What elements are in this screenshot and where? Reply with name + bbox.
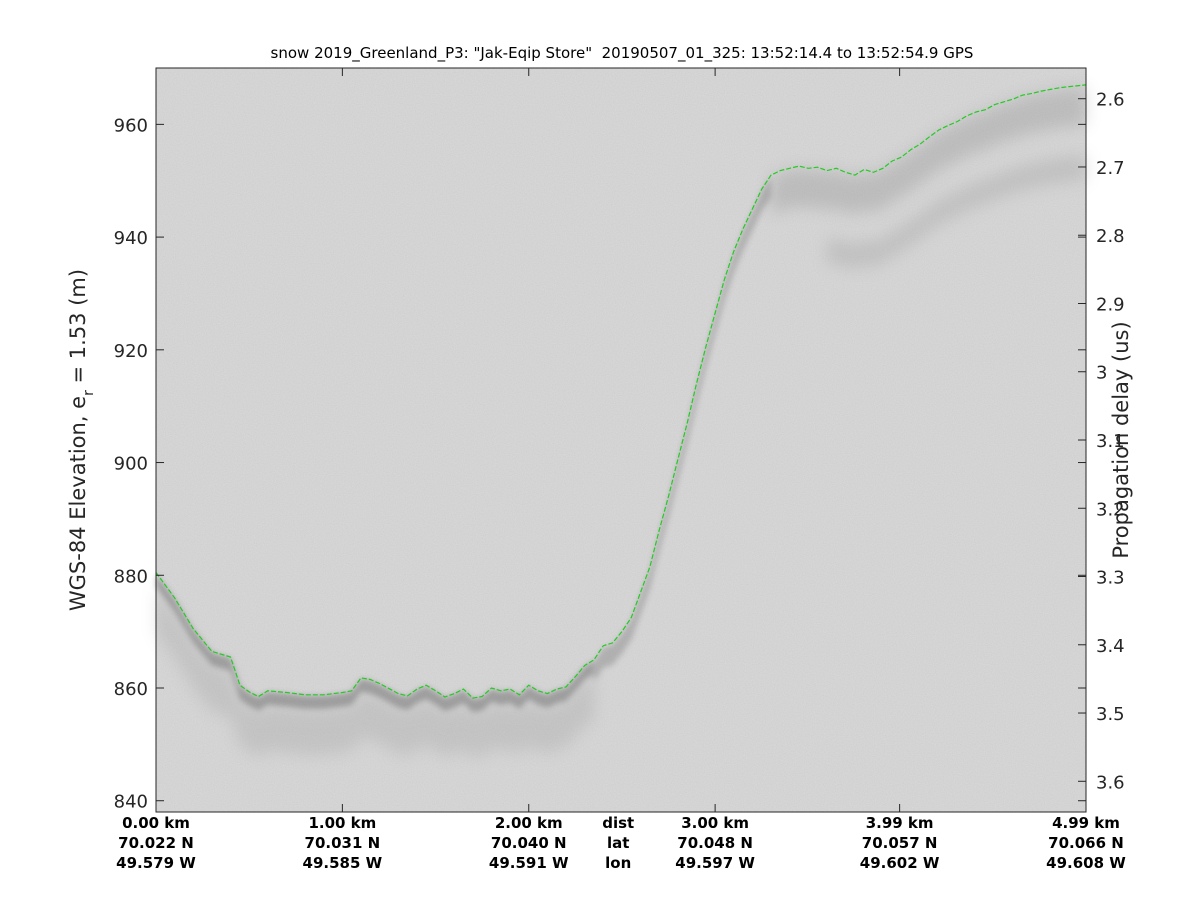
x-tick-label-lon: 49.579 W (116, 854, 196, 872)
x-axis-ticks: 0.00 km 70.022 N 49.579 W 1.00 km 70.031 N 49… (116, 68, 1126, 872)
subsurface-scatter-band (156, 586, 594, 759)
y2-tick-label: 2.6 (1096, 90, 1125, 111)
y2-tick-label: 3.4 (1096, 636, 1125, 657)
right-y-axis-ticks: 2.6 2.7 2.8 2.9 3 3.1 3.2 3.3 3.4 3.5 3.6 (1078, 90, 1125, 793)
y-axis-label-main: WGS-84 Elevation, e (66, 396, 90, 611)
y2-tick-label: 3.6 (1096, 772, 1125, 793)
x-row-label-lon: lon (605, 854, 631, 872)
y-axis-label-subscript: r (81, 390, 97, 396)
plateau-echo-band (771, 86, 1086, 216)
y2-tick-label: 3.3 (1096, 568, 1125, 589)
x-tick-label-lat: 70.066 N (1048, 834, 1124, 852)
x-tick-label-lat: 70.031 N (305, 834, 381, 852)
y-tick-label: 940 (114, 228, 148, 249)
x-tick-label-lon: 49.597 W (675, 854, 755, 872)
x-tick-label-dist: 0.00 km (122, 814, 190, 832)
y-tick-label: 960 (114, 115, 148, 136)
y2-tick-label: 2.8 (1096, 226, 1125, 247)
y-axis-label: WGS-84 Elevation, er = 1.53 (m) (66, 269, 97, 611)
y-tick-label: 860 (114, 679, 148, 700)
y-tick-label: 840 (114, 792, 148, 813)
y-tick-label: 900 (114, 454, 148, 475)
x-tick-label-lat: 70.057 N (862, 834, 938, 852)
y2-tick-label: 3 (1096, 363, 1107, 384)
x-tick-label-lat: 70.022 N (118, 834, 194, 852)
y-tick-label: 920 (114, 341, 148, 362)
x-row-label-lat: lat (607, 834, 629, 852)
x-tick-label-dist: 4.99 km (1052, 814, 1120, 832)
left-y-axis-ticks: 840 860 880 900 920 940 960 (114, 115, 1086, 813)
x-tick-label-lon: 49.591 W (489, 854, 569, 872)
y2-tick-label: 2.7 (1096, 158, 1125, 179)
x-tick-label-lat: 70.040 N (491, 834, 567, 852)
x-tick-label-lon: 49.608 W (1046, 854, 1126, 872)
echogram-speckle (156, 68, 1086, 812)
plot-area (155, 67, 1087, 813)
y-tick-label: 880 (114, 566, 148, 587)
x-tick-label-lat: 70.048 N (677, 834, 753, 852)
internal-layer-band (826, 154, 1086, 271)
y-axis-label-suffix: = 1.53 (m) (66, 269, 90, 390)
chart-title: snow 2019_Greenland_P3: "Jak-Eqip Store"… (271, 44, 974, 63)
x-tick-label-dist: 3.00 km (681, 814, 749, 832)
x-tick-label-lon: 49.602 W (860, 854, 940, 872)
x-tick-label-dist: 2.00 km (495, 814, 563, 832)
x-tick-label-lon: 49.585 W (303, 854, 383, 872)
y2-tick-label: 3.2 (1096, 499, 1125, 520)
surface-tracking-line (155, 84, 1087, 699)
surface-echo-band (156, 573, 594, 713)
y2-tick-label: 3.1 (1096, 431, 1125, 452)
slope-echo-band (594, 177, 771, 682)
x-tick-label-dist: 3.99 km (866, 814, 934, 832)
x-row-label-dist: dist (602, 814, 634, 832)
x-tick-label-dist: 1.00 km (308, 814, 376, 832)
y2-tick-label: 3.5 (1096, 704, 1125, 725)
subsurface-echoes (156, 86, 1086, 759)
y2-axis-label: Propagation delay (us) (1109, 321, 1133, 558)
y2-tick-label: 2.9 (1096, 294, 1125, 315)
